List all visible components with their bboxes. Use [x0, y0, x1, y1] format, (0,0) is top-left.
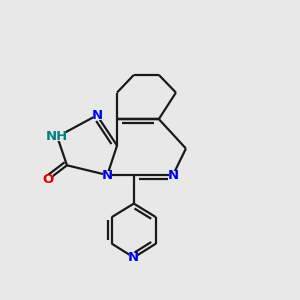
- Bar: [103, 171, 112, 179]
- Bar: [169, 171, 177, 179]
- Bar: [129, 253, 138, 262]
- Text: N: N: [92, 109, 103, 122]
- Bar: [93, 111, 101, 120]
- Text: N: N: [128, 251, 140, 264]
- Text: N: N: [167, 169, 178, 182]
- Bar: [49, 132, 65, 142]
- Text: NH: NH: [46, 130, 68, 143]
- Text: O: O: [43, 173, 54, 186]
- Bar: [44, 175, 52, 184]
- Text: N: N: [102, 169, 113, 182]
